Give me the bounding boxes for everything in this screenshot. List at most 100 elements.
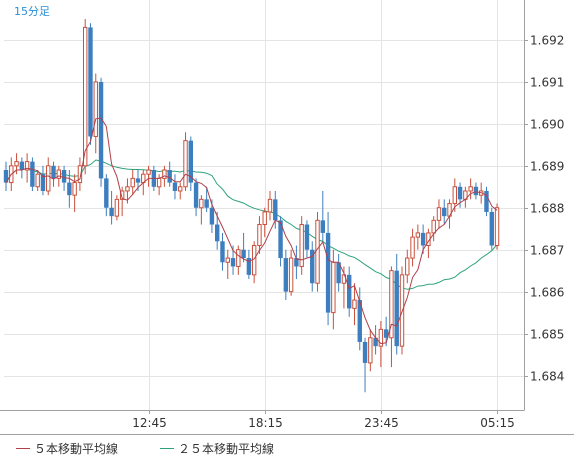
candle-body-down: [188, 140, 193, 183]
candle-body-up: [262, 211, 267, 226]
candle-body-down: [204, 199, 209, 208]
candle-body-up: [125, 186, 130, 192]
y-tick-label: 1.691: [530, 76, 564, 90]
legend: ５本移動平均線 ２５本移動平均線: [16, 441, 274, 456]
candle: [288, 249, 294, 296]
candle-body-down: [394, 270, 399, 347]
candle-body-up: [72, 182, 77, 196]
candle: [273, 190, 278, 229]
x-tick-label: 18:15: [248, 416, 283, 430]
candle-body-up: [114, 198, 120, 217]
candles-layer: [3, 19, 500, 393]
candle: [368, 329, 373, 372]
candle-body-down: [457, 186, 463, 200]
candle: [336, 253, 341, 292]
ma5-line: [5, 117, 498, 345]
candle: [125, 178, 130, 204]
legend-item: ２５本移動平均線: [160, 441, 274, 456]
candle: [19, 157, 25, 179]
candle-body-up: [251, 244, 257, 276]
candle-body-up: [146, 169, 151, 175]
x-tick-label: 12:45: [132, 416, 167, 430]
candle-body-down: [294, 258, 299, 267]
candle-body-down: [3, 170, 9, 183]
ma5-line-layer: [5, 117, 498, 345]
candle: [40, 165, 46, 196]
candle-body-up: [56, 169, 61, 179]
candle: [457, 182, 463, 208]
candle: [130, 170, 135, 196]
candle: [146, 165, 151, 187]
candle: [489, 207, 494, 250]
candle-body-down: [19, 161, 25, 171]
candle: [473, 182, 479, 200]
candle-body-up: [14, 161, 19, 167]
candle-body-down: [325, 232, 331, 313]
candle: [167, 161, 172, 187]
candle-body-down: [193, 182, 199, 208]
candle: [114, 195, 120, 221]
candle-body-up: [315, 219, 320, 284]
ma25-line: [5, 159, 498, 290]
candle-body-down: [420, 232, 426, 246]
candle: [236, 245, 241, 275]
candle: [93, 73, 98, 154]
candle: [325, 211, 331, 326]
candle-body-up: [389, 270, 394, 339]
candle-body-down: [220, 241, 225, 263]
legend-label: ５本移動平均線: [34, 441, 118, 456]
candle: [119, 186, 125, 217]
candle: [431, 216, 436, 242]
candle: [241, 232, 246, 263]
candle-body-down: [484, 190, 489, 212]
candle: [310, 241, 315, 292]
candle-body-up: [431, 219, 436, 234]
candle-body-down: [67, 182, 72, 196]
candle: [294, 245, 299, 280]
candle: [104, 174, 109, 217]
candle-body-down: [109, 207, 114, 217]
candle: [77, 157, 83, 191]
candle: [3, 161, 9, 191]
candle-body-down: [241, 249, 246, 259]
y-tick-label: 1.685: [530, 328, 564, 342]
candle: [204, 186, 209, 212]
y-tick-label: 1.692: [530, 34, 564, 48]
candle: [257, 216, 262, 254]
candle: [220, 232, 225, 271]
candle-body-down: [88, 27, 93, 137]
candle-body-up: [178, 186, 183, 192]
y-tick-label: 1.689: [530, 160, 564, 174]
candle: [246, 249, 252, 280]
candle-body-down: [30, 161, 35, 187]
candle-body-down: [489, 211, 494, 246]
candle-body-up: [452, 186, 458, 205]
candle-body-down: [135, 178, 141, 183]
candle: [83, 19, 88, 175]
candle-body-up: [288, 257, 294, 293]
candle-body-down: [246, 258, 252, 275]
candle: [320, 190, 325, 242]
candle-body-up: [436, 207, 442, 221]
candle-body-up: [352, 299, 357, 309]
candle-body-down: [209, 207, 215, 225]
candle: [352, 283, 357, 326]
x-tick-label: 23:45: [364, 416, 399, 430]
candle-body-down: [215, 224, 220, 242]
candle: [35, 170, 40, 191]
candle: [347, 266, 352, 317]
candle-body-up: [267, 198, 273, 213]
candle-body-up: [77, 165, 83, 184]
candle-body-up: [119, 190, 125, 200]
candle: [405, 249, 410, 284]
candle-body-up: [156, 177, 162, 188]
candle-body-up: [130, 177, 135, 188]
candle-body-down: [473, 186, 479, 196]
candle: [72, 174, 77, 212]
candle: [98, 77, 104, 187]
candle-body-up: [410, 236, 415, 259]
candle-body-up: [225, 257, 230, 263]
ma25-line-layer: [5, 159, 498, 290]
